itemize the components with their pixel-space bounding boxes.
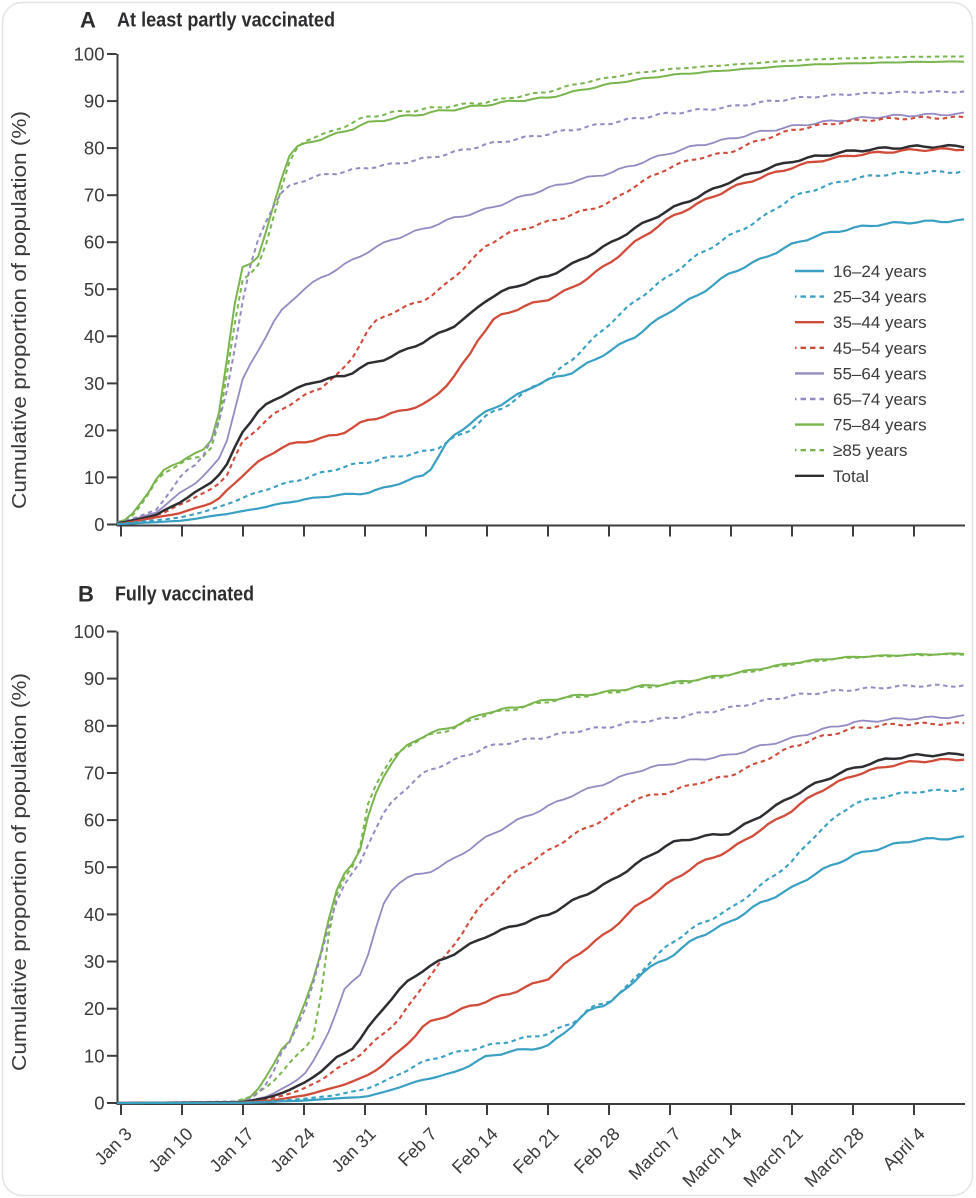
svg-text:90: 90 [84,668,105,689]
svg-text:A: A [80,8,96,33]
svg-text:10: 10 [84,1045,105,1066]
svg-text:B: B [78,582,94,607]
svg-text:70: 70 [84,763,105,784]
svg-text:70: 70 [84,185,105,206]
svg-text:Fully vaccinated: Fully vaccinated [115,584,254,606]
svg-text:30: 30 [84,951,105,972]
svg-text:55–64 years: 55–64 years [833,364,927,383]
svg-text:25–34 years: 25–34 years [833,288,927,307]
svg-text:90: 90 [84,91,105,112]
svg-text:≥85 years: ≥85 years [833,441,908,460]
svg-text:Total: Total [833,467,869,486]
svg-text:60: 60 [84,232,105,253]
svg-text:Cumulative proportion of popul: Cumulative proportion of population (%) [9,673,31,1071]
svg-text:16–24 years: 16–24 years [833,262,927,281]
svg-text:40: 40 [84,904,105,925]
svg-text:20: 20 [84,998,105,1019]
svg-text:80: 80 [84,715,105,736]
svg-text:65–74 years: 65–74 years [833,390,927,409]
svg-text:100: 100 [74,44,105,65]
svg-text:50: 50 [84,279,105,300]
svg-text:0: 0 [94,514,104,535]
svg-text:80: 80 [84,138,105,159]
svg-text:50: 50 [84,857,105,878]
svg-text:30: 30 [84,373,105,394]
svg-text:10: 10 [84,467,105,488]
svg-text:35–44 years: 35–44 years [833,313,927,332]
svg-text:40: 40 [84,326,105,347]
svg-text:60: 60 [84,810,105,831]
svg-text:Cumulative proportion of popul: Cumulative proportion of population (%) [9,111,31,509]
svg-text:100: 100 [74,621,105,642]
svg-text:At least partly vaccinated: At least partly vaccinated [117,10,335,32]
svg-text:75–84 years: 75–84 years [833,416,927,435]
svg-text:20: 20 [84,420,105,441]
svg-text:0: 0 [94,1093,104,1114]
svg-text:45–54 years: 45–54 years [833,339,927,358]
